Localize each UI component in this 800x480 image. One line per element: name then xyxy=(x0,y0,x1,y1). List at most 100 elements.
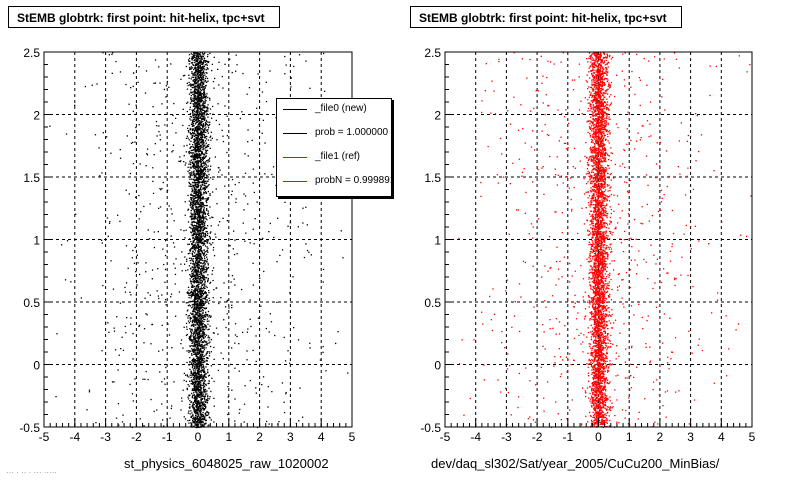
scatter-point xyxy=(199,110,202,112)
scatter-point xyxy=(192,258,194,260)
scatter-point xyxy=(191,260,193,262)
scatter-point xyxy=(323,52,325,55)
scatter-point xyxy=(205,182,208,184)
scatter-point xyxy=(199,409,201,412)
scatter-point xyxy=(66,240,69,242)
scatter-point xyxy=(196,241,198,243)
scatter-point xyxy=(207,125,209,127)
scatter-point xyxy=(205,160,208,162)
scatter-point xyxy=(196,144,198,147)
scatter-point xyxy=(197,184,199,186)
scatter-point xyxy=(172,144,175,146)
scatter-point xyxy=(144,92,147,94)
scatter-point xyxy=(193,98,195,100)
scatter-point xyxy=(179,160,181,163)
scatter-point xyxy=(196,203,198,205)
scatter-point xyxy=(190,372,192,374)
scatter-point xyxy=(189,328,191,330)
scatter-point xyxy=(205,328,207,330)
scatter-point xyxy=(205,191,207,193)
scatter-point xyxy=(187,209,189,211)
scatter-point xyxy=(193,290,195,292)
scatter-point xyxy=(197,201,199,204)
scatter-point xyxy=(202,93,204,95)
scatter-point xyxy=(200,327,202,329)
scatter-point xyxy=(198,107,200,109)
scatter-point xyxy=(195,76,197,78)
scatter-point xyxy=(200,236,203,238)
scatter-point xyxy=(197,164,199,167)
scatter-point xyxy=(193,361,196,363)
scatter-point xyxy=(197,282,199,284)
scatter-point xyxy=(191,374,193,376)
scatter-point xyxy=(305,206,307,208)
y-tick-label: 2 xyxy=(33,109,40,123)
scatter-point xyxy=(191,56,193,58)
scatter-point xyxy=(192,201,194,204)
scatter-point xyxy=(197,275,200,277)
scatter-point xyxy=(198,143,200,145)
scatter-point xyxy=(200,321,202,323)
scatter-point xyxy=(196,145,198,147)
scatter-point xyxy=(192,234,194,237)
scatter-point xyxy=(194,292,196,294)
scatter-point xyxy=(201,104,204,106)
scatter-point xyxy=(207,414,209,416)
scatter-point xyxy=(112,52,114,54)
scatter-point xyxy=(197,136,199,139)
scatter-point xyxy=(203,371,205,373)
scatter-point xyxy=(196,255,199,257)
scatter-point xyxy=(191,291,193,293)
scatter-point xyxy=(200,300,202,303)
scatter-point xyxy=(205,412,207,414)
scatter-point xyxy=(194,422,196,424)
scatter-point xyxy=(277,217,279,219)
scatter-point xyxy=(192,394,194,396)
scatter-point xyxy=(195,293,197,296)
scatter-point xyxy=(198,174,200,177)
scatter-point xyxy=(196,131,198,133)
scatter-point xyxy=(205,199,207,202)
scatter-point xyxy=(199,320,201,322)
scatter-point xyxy=(200,233,202,235)
scatter-point xyxy=(200,197,203,199)
scatter-point xyxy=(195,297,198,299)
scatter-point xyxy=(194,214,196,216)
scatter-point xyxy=(200,306,203,308)
scatter-point xyxy=(218,302,220,305)
scatter-point xyxy=(206,242,208,244)
scatter-point xyxy=(195,122,197,124)
scatter-point xyxy=(207,277,209,280)
scatter-point xyxy=(204,315,206,318)
scatter-point xyxy=(231,347,233,349)
scatter-point xyxy=(269,70,271,72)
scatter-point xyxy=(201,287,203,290)
scatter-point xyxy=(200,223,202,225)
scatter-point xyxy=(198,422,201,424)
scatter-point xyxy=(203,131,205,133)
scatter-point xyxy=(221,129,223,131)
scatter-point xyxy=(205,122,207,124)
scatter-point xyxy=(196,348,198,350)
scatter-point xyxy=(201,281,203,284)
scatter-point xyxy=(198,197,200,199)
scatter-point xyxy=(207,382,209,385)
scatter-point xyxy=(132,85,134,87)
scatter-point xyxy=(203,337,205,339)
scatter-point xyxy=(190,275,192,277)
scatter-point xyxy=(203,333,205,335)
scatter-point xyxy=(201,338,203,340)
scatter-point xyxy=(201,308,204,311)
scatter-point xyxy=(118,354,120,356)
scatter-point xyxy=(198,249,200,251)
scatter-point xyxy=(200,250,202,252)
scatter-point xyxy=(70,281,72,283)
scatter-point xyxy=(199,87,201,89)
scatter-point xyxy=(193,80,195,82)
scatter-point xyxy=(198,263,200,266)
scatter-point xyxy=(213,358,215,360)
scatter-point xyxy=(191,86,193,89)
scatter-point xyxy=(153,231,155,233)
scatter-point xyxy=(196,126,199,128)
scatter-point xyxy=(201,79,203,82)
